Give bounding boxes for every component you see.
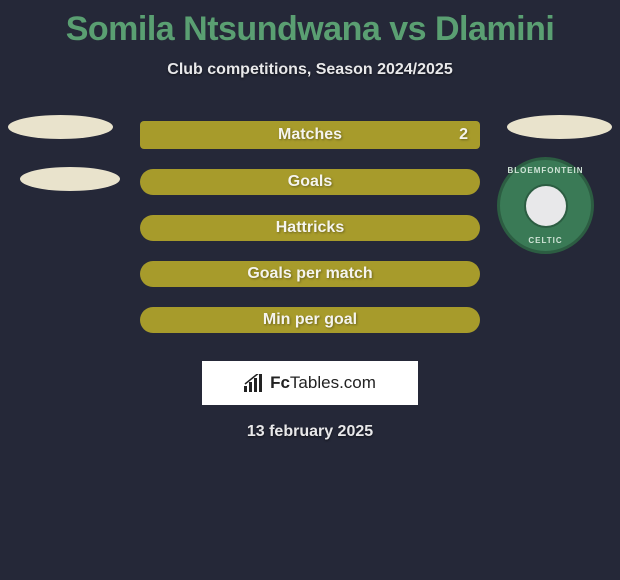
footer-date: 13 february 2025: [0, 423, 620, 441]
stat-rows: Matches 2 Goals Hattricks Goals per matc…: [140, 121, 480, 333]
stat-label: Goals: [288, 173, 332, 191]
bar-chart-icon: [244, 374, 266, 392]
stat-label: Min per goal: [263, 311, 357, 329]
badge-label-bottom: CELTIC: [528, 236, 562, 245]
page-subtitle: Club competitions, Season 2024/2025: [0, 61, 620, 79]
right-team-badge: BLOEMFONTEIN CELTIC: [497, 157, 594, 254]
right-team-ellipse: [507, 115, 612, 139]
stat-row-min-per-goal: Min per goal: [140, 307, 480, 333]
stat-label: Matches: [278, 126, 342, 144]
left-team-ellipse-1: [8, 115, 113, 139]
branding-bold: Fc: [270, 373, 290, 392]
stats-section: BLOEMFONTEIN CELTIC Matches 2 Goals Hatt…: [0, 121, 620, 333]
badge-label-top: BLOEMFONTEIN: [508, 166, 584, 175]
stat-row-matches: Matches 2: [140, 121, 480, 149]
stat-right-value: 2: [459, 126, 468, 144]
stat-label: Goals per match: [247, 265, 372, 283]
badge-inner-icon: [524, 184, 568, 228]
page-title: Somila Ntsundwana vs Dlamini: [0, 0, 620, 49]
branding-box[interactable]: FcTables.com: [202, 361, 418, 405]
branding-text: FcTables.com: [270, 373, 376, 393]
stat-row-goals: Goals: [140, 169, 480, 195]
stat-row-goals-per-match: Goals per match: [140, 261, 480, 287]
branding-rest: Tables.com: [290, 373, 376, 392]
stat-label: Hattricks: [276, 219, 344, 237]
stat-row-hattricks: Hattricks: [140, 215, 480, 241]
left-team-ellipse-2: [20, 167, 120, 191]
